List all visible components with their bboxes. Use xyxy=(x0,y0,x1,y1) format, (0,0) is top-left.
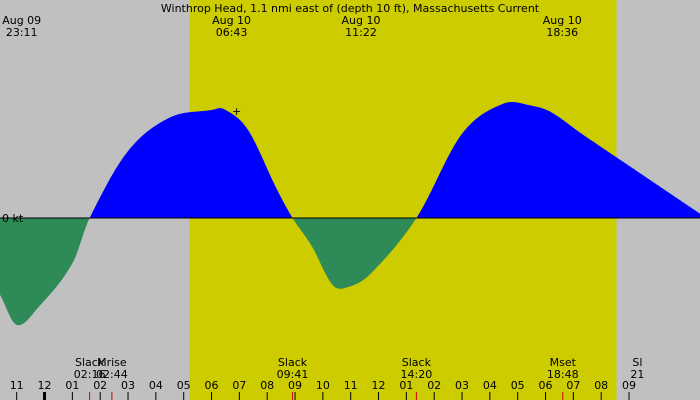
hour-tick-label: 01 xyxy=(65,379,79,392)
hour-tick-label: 12 xyxy=(38,379,52,392)
top-time-label: 11:22 xyxy=(345,26,377,39)
event-time-label: 18:48 xyxy=(547,368,579,381)
top-date-label: Aug 10 xyxy=(543,14,582,27)
event-name-label: Slack xyxy=(402,356,432,369)
hour-tick-label: 08 xyxy=(260,379,274,392)
event-time-label: 02:16 xyxy=(74,368,106,381)
hour-tick-label: 02 xyxy=(427,379,441,392)
event-time-label: 02:44 xyxy=(96,368,128,381)
hour-tick-label: 07 xyxy=(566,379,580,392)
hour-tick-label: 03 xyxy=(121,379,135,392)
event-name-label: Sl xyxy=(632,356,642,369)
flood-area xyxy=(89,108,293,218)
top-date-label: Aug 09 xyxy=(2,14,41,27)
hour-tick-label: 05 xyxy=(177,379,191,392)
max-current-marker: + xyxy=(232,105,241,118)
event-time-label: 21 xyxy=(630,368,644,381)
ebb-area xyxy=(0,218,90,326)
hour-tick-label: 02 xyxy=(93,379,107,392)
axes: 0 kt + xyxy=(0,105,700,225)
hour-tick-label: 11 xyxy=(10,379,24,392)
hour-tick-label: 01 xyxy=(399,379,413,392)
top-time-label: 06:43 xyxy=(216,26,248,39)
hour-tick-label: 08 xyxy=(594,379,608,392)
flood-area xyxy=(416,102,700,218)
ebb-area xyxy=(292,218,417,289)
event-name-label: Mrise xyxy=(97,356,127,369)
top-date-label: Aug 10 xyxy=(212,14,251,27)
hour-tick-label: 12 xyxy=(372,379,386,392)
hour-tick-label: 07 xyxy=(232,379,246,392)
hour-tick-label: 09 xyxy=(622,379,636,392)
top-date-label: Aug 10 xyxy=(342,14,381,27)
hour-tick-label: 04 xyxy=(483,379,497,392)
chart-title: Winthrop Head, 1.1 nmi east of (depth 10… xyxy=(161,2,540,15)
x-ticks: 11 12 01 02 03 04 05 06 07 08 09 10 11 12 01 02 03 04 05 06… xyxy=(10,379,636,400)
hour-tick-label: 10 xyxy=(316,379,330,392)
top-time-label: 23:11 xyxy=(6,26,38,39)
top-time-label: 18:36 xyxy=(546,26,578,39)
event-name-label: Slack xyxy=(75,356,105,369)
event-name-label: Mset xyxy=(550,356,577,369)
hour-tick-label: 06 xyxy=(205,379,219,392)
hour-tick-label: 06 xyxy=(539,379,553,392)
hour-tick-label: 11 xyxy=(344,379,358,392)
event-time-label: 09:41 xyxy=(277,368,309,381)
hour-tick-label: 09 xyxy=(288,379,302,392)
hour-tick-label: 03 xyxy=(455,379,469,392)
zero-kt-label: 0 kt xyxy=(2,212,24,225)
hour-tick-label: 04 xyxy=(149,379,163,392)
event-time-label: 14:20 xyxy=(401,368,433,381)
hour-tick-label: 05 xyxy=(511,379,525,392)
current-areas xyxy=(0,102,700,326)
event-name-label: Slack xyxy=(278,356,308,369)
